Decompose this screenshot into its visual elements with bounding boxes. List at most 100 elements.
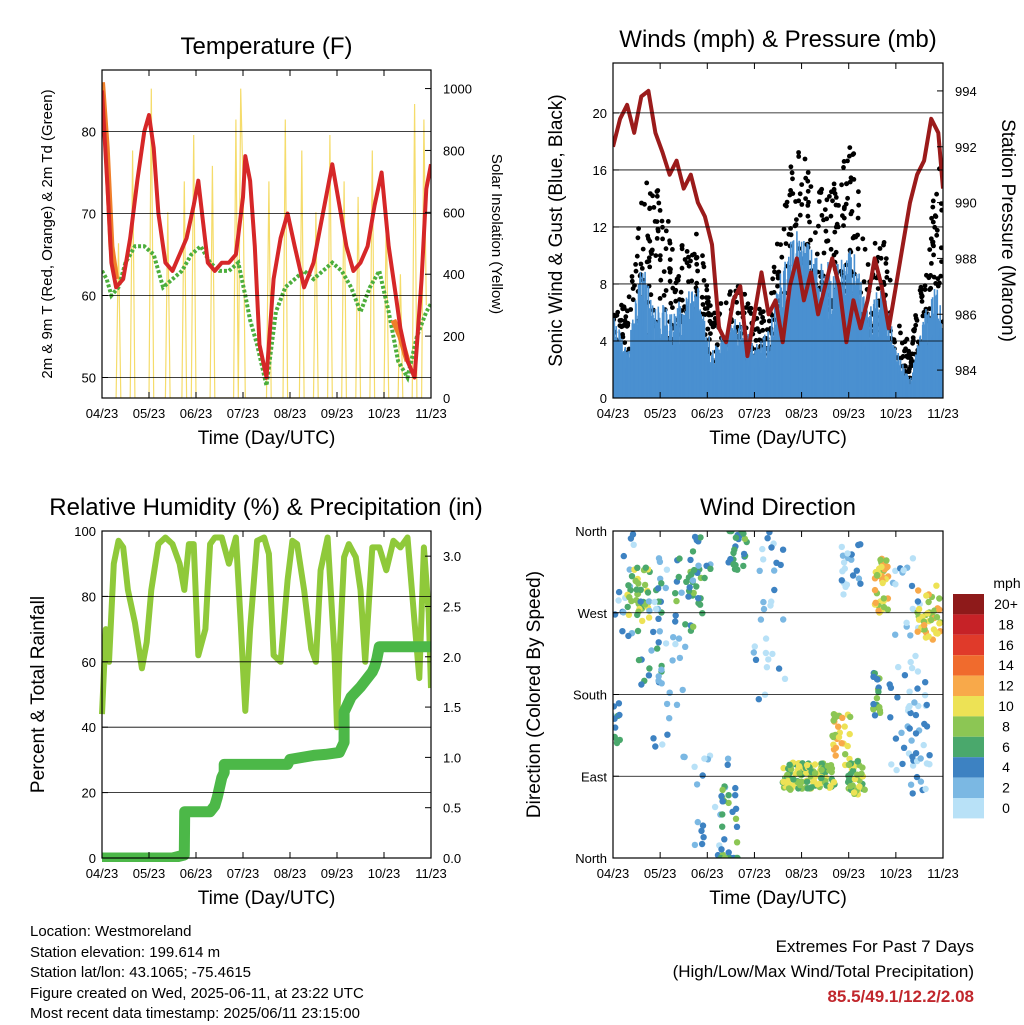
winddir-ytick-label: West (578, 606, 608, 621)
gust-point (927, 306, 932, 312)
gust-point (781, 226, 787, 232)
humidity-panel: 0 20 40 60 80 100 04/23 05/23 06/23 07/23 08/23 09/… (28, 494, 483, 909)
direction-point (698, 827, 705, 835)
gust-point (843, 201, 849, 207)
direction-point (669, 657, 676, 664)
direction-point (892, 631, 899, 638)
humidity-ytick-label: 80 (82, 589, 96, 604)
direction-point (719, 811, 726, 818)
gust-point (831, 181, 837, 187)
gust-point (825, 238, 831, 244)
direction-point (842, 751, 849, 758)
winds-xtick-label: 06/23 (691, 406, 724, 421)
direction-point (691, 841, 699, 849)
direction-point (757, 616, 765, 623)
gust-point (856, 189, 861, 195)
direction-point (663, 700, 671, 708)
direction-point (613, 715, 618, 722)
extremes-title: Extremes For Past 7 Days (775, 937, 974, 956)
direction-point (879, 579, 886, 587)
direction-point (752, 656, 760, 663)
direction-point (615, 700, 623, 707)
gust-point (796, 154, 802, 159)
direction-point (645, 672, 653, 679)
direction-point (771, 586, 778, 594)
gust-point (860, 236, 866, 242)
direction-point (698, 840, 706, 848)
direction-point (726, 531, 733, 535)
speed-legend-label: 18 (998, 616, 1014, 632)
winds-title: Winds (mph) & Pressure (mb) (619, 26, 936, 53)
direction-point (923, 701, 930, 709)
direction-point (921, 692, 929, 699)
gust-point (881, 240, 887, 245)
direction-point (849, 572, 857, 579)
direction-point (880, 595, 887, 602)
gust-point (654, 193, 660, 199)
direction-point (701, 755, 708, 762)
gust-point (935, 283, 941, 289)
gust-point (710, 324, 716, 330)
gust-point (883, 256, 889, 261)
direction-point (906, 725, 913, 732)
direction-point (627, 587, 634, 594)
gust-point (705, 326, 711, 332)
gust-point (667, 278, 673, 284)
direction-point (914, 668, 922, 675)
direction-point (931, 607, 938, 614)
direction-point (724, 761, 731, 768)
temperature-y2tick-label: 600 (443, 205, 465, 220)
speed-legend-swatch (953, 675, 984, 696)
humidity-ytick-label: 20 (82, 786, 96, 801)
speed-legend-title: mph (993, 575, 1020, 591)
humidity-xtick-label: 11/23 (415, 866, 447, 881)
direction-point (732, 792, 739, 799)
gust-point (647, 191, 653, 197)
gust-point (659, 218, 665, 224)
direction-point (725, 559, 732, 566)
gust-point (938, 245, 943, 251)
direction-point (642, 564, 649, 571)
direction-point (764, 535, 771, 542)
winds-xlabel: Time (Day/UTC) (709, 428, 847, 449)
gust-point (779, 254, 785, 260)
direction-point (838, 740, 845, 747)
direction-point (740, 562, 747, 570)
gust-point (929, 215, 934, 221)
direction-point (767, 602, 774, 609)
direction-point (887, 714, 894, 721)
gust-point (807, 219, 812, 225)
direction-point (648, 647, 655, 654)
direction-point (909, 555, 917, 562)
direction-point (936, 606, 943, 613)
direction-point (691, 533, 699, 541)
direction-point (655, 585, 662, 592)
gust-point (708, 331, 713, 336)
gust-point (928, 273, 933, 278)
direction-point (654, 645, 661, 652)
gust-point (939, 259, 943, 264)
direction-point (628, 597, 635, 605)
extremes-box: Extremes For Past 7 Days (High/Low/Max W… (673, 934, 974, 1009)
winddir-xlabel: Time (Day/UTC) (709, 888, 847, 909)
direction-point (639, 617, 646, 625)
gust-point (661, 269, 667, 274)
gust-point (667, 238, 672, 244)
gust-point (847, 179, 853, 185)
gust-point (824, 197, 830, 203)
gust-point (704, 287, 710, 293)
gust-point (745, 301, 751, 307)
gust-point (691, 251, 697, 257)
direction-point (718, 792, 725, 800)
gust-point (847, 145, 853, 151)
direction-point (838, 577, 845, 584)
gust-point (775, 283, 780, 289)
humidity-y2tick-label: 0.5 (443, 801, 461, 816)
direction-point (685, 593, 692, 600)
gust-point (635, 235, 641, 241)
humidity-y2tick-label: 2.5 (443, 599, 461, 614)
gust-point (647, 238, 653, 244)
direction-point (844, 550, 851, 557)
direction-point (832, 752, 839, 759)
gust-point (775, 275, 781, 281)
